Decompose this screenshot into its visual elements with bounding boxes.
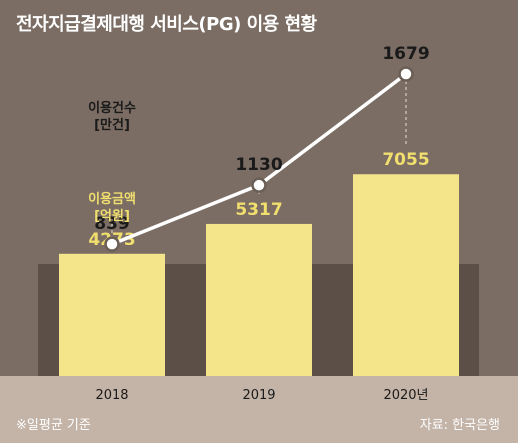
series-label-usage-count: [만건] <box>94 117 130 133</box>
series-label-usage-amount: 이용금액 <box>88 191 136 207</box>
line-value-label: 839 <box>94 214 130 234</box>
series-label-usage-amount: [억원] <box>94 209 130 224</box>
series-label-usage-count: 이용건수 <box>88 100 136 116</box>
bar-2019 <box>206 223 312 376</box>
line-marker <box>398 66 414 82</box>
line-marker <box>104 236 120 252</box>
bar-2018 <box>59 253 165 376</box>
bar-value-label: 7055 <box>382 150 429 170</box>
bar-2020년 <box>353 174 459 376</box>
axis-strip <box>0 376 518 443</box>
source-note: 자료: 한국은행 <box>419 418 500 433</box>
footnote: ※일평균 기준 <box>16 418 91 433</box>
x-tick-label: 2020년 <box>383 388 428 403</box>
x-tick-label: 2019 <box>242 388 275 403</box>
line-value-label: 1679 <box>382 44 429 64</box>
line-marker <box>251 177 267 193</box>
bar-value-label: 5317 <box>235 200 282 220</box>
chart-title: 전자지급결제대행 서비스(PG) 이용 현황 <box>16 14 317 35</box>
line-value-label: 1130 <box>235 155 282 175</box>
x-tick-label: 2018 <box>95 388 128 403</box>
